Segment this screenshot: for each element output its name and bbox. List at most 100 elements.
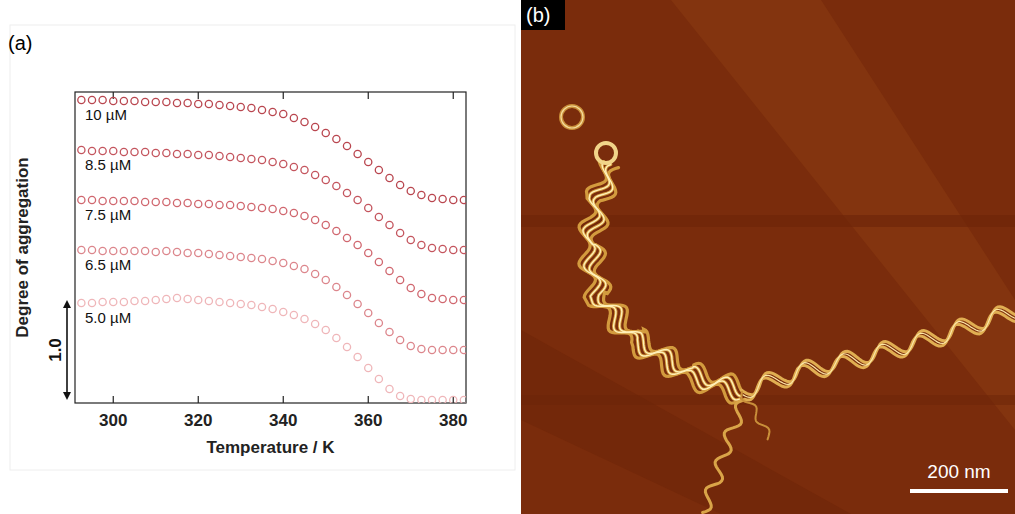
data-point [227,201,234,208]
data-point [99,298,106,305]
data-point [120,97,127,104]
data-point [450,346,457,353]
data-point [460,246,466,253]
data-point [354,150,361,157]
data-point [269,205,276,212]
data-point [280,160,287,167]
data-point [439,295,446,302]
data-point [205,297,212,304]
data-point [343,189,350,196]
data-point [322,326,329,333]
data-point [205,200,212,207]
data-point [78,196,85,203]
data-point [163,198,170,205]
data-point [301,118,308,125]
data-point [333,283,340,290]
data-point [290,262,297,269]
fibril-strand [741,392,769,439]
data-point [120,298,127,305]
data-point [88,196,95,203]
data-point [375,375,382,382]
fibril-highlight [743,310,1015,398]
data-point [227,153,234,160]
data-point [173,248,180,255]
data-point [216,152,223,159]
data-point [397,181,404,188]
data-point [78,96,85,103]
data-point [237,154,244,161]
data-point [333,135,340,142]
scale-bar-line [66,302,68,398]
data-point [131,247,138,254]
data-point [163,295,170,302]
data-point [365,204,372,211]
fibril-strand [745,312,1015,400]
data-point [237,300,244,307]
data-point [195,151,202,158]
data-point [152,149,159,156]
data-point [173,99,180,106]
data-point [418,191,425,198]
afm-scanline [521,395,1015,405]
data-point [142,98,149,105]
data-point [152,296,159,303]
panel-label: (b) [526,4,550,26]
data-point [312,320,319,327]
data-point [450,196,457,203]
data-point [354,196,361,203]
data-point [258,204,265,211]
panel-a-frame [10,25,515,470]
data-point [184,99,191,106]
data-point [290,311,297,318]
data-point [460,296,466,303]
data-point [216,101,223,108]
image-scale-bar [910,489,1008,493]
data-point [301,315,308,322]
data-point [301,212,308,219]
data-point [269,158,276,165]
data-point [301,166,308,173]
data-point [184,295,191,302]
data-point [99,197,106,204]
data-point [428,244,435,251]
data-point [354,353,361,360]
data-point [120,197,127,204]
series-label: 5.0 µM [85,309,131,326]
data-point [428,396,435,403]
data-point [131,197,138,204]
data-point [131,297,138,304]
data-point [312,171,319,178]
data-point [110,247,117,254]
data-point [131,148,138,155]
series [78,294,466,403]
data-point [365,364,372,371]
data-point [428,194,435,201]
x-tick-top [198,92,199,99]
data-point [439,346,446,353]
fibril-strand [703,400,744,513]
series-label: 6.5 µM [85,256,131,273]
fibril-ring [561,106,583,128]
data-point [407,236,414,243]
data-point [333,334,340,341]
data-point [418,241,425,248]
data-point [110,97,117,104]
data-point [428,294,435,301]
data-point [418,290,425,297]
data-point [258,303,265,310]
series-label: 8.5 µM [85,156,131,173]
data-point [173,150,180,157]
data-point [78,246,85,253]
data-point [237,202,244,209]
data-point [418,396,425,403]
data-point [78,146,85,153]
data-point [418,345,425,352]
data-point [386,267,393,274]
data-point [365,158,372,165]
data-point [386,328,393,335]
data-point [450,246,457,253]
x-tick [283,396,284,403]
data-point [142,198,149,205]
data-point [312,270,319,277]
data-point [386,174,393,181]
